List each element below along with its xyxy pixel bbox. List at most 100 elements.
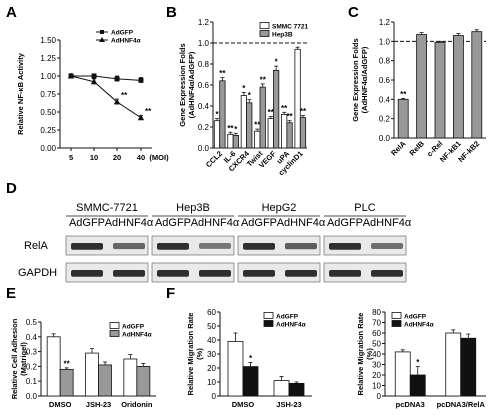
chart-b-significance: *	[242, 84, 246, 93]
chart-b-significance: **	[300, 107, 307, 116]
chart-f-jsh23-y-tick-label: 0	[212, 392, 217, 401]
blot-band	[157, 270, 189, 277]
chart-f-rela-bar	[445, 332, 462, 397]
chart-b-bar	[267, 118, 274, 149]
blot-membrane-strip	[323, 235, 407, 256]
chart-e-category-label: Oridonin	[121, 400, 153, 409]
chart-f-jsh23-y-tick-label: 10	[207, 378, 216, 387]
chart-a-point	[91, 73, 97, 79]
chart-b-bar	[259, 86, 266, 149]
chart-f-jsh23-bar	[242, 366, 259, 397]
chart-e-category-label: JSH-23	[86, 400, 111, 409]
chart-a-nfkb-activity: 0.00 0.25 0.50 0.75 1.00 1.25 1.50 Relative NF-…	[16, 30, 169, 163]
chart-b-significance: *	[275, 58, 279, 67]
chart-a-x-tick-label: 5	[69, 153, 73, 162]
blot-cell-line-label: SMMC-7721	[76, 202, 138, 214]
chart-f-rela-y-tick-label: 80	[372, 308, 381, 317]
chart-b-significance: **	[219, 69, 226, 78]
chart-c-category-label: RelB	[408, 139, 427, 158]
chart-b-y-label-sub: (AdHNF4α/AdGFP)	[187, 51, 196, 118]
chart-f-rela-y-tick-label: 20	[372, 371, 381, 380]
blot-membrane-strip	[237, 262, 321, 283]
chart-a-legend-entry: AdGFP	[111, 30, 134, 37]
chart-b-bar	[286, 122, 293, 149]
blot-row-label: RelA	[24, 240, 49, 252]
chart-f-jsh23-bar	[288, 382, 305, 397]
chart-c-category-label: RelA	[389, 139, 408, 158]
chart-e-legend-entry: AdHNF4α	[122, 332, 152, 339]
chart-f-migration-jsh23: 0 10 20 30 40 50 60 Relative Migration Rate (%) *…	[186, 308, 312, 409]
chart-e-y-tick-label: 0.1	[26, 377, 38, 386]
chart-a-series-line	[70, 75, 142, 119]
chart-f-rela-legend-swatch	[391, 312, 402, 319]
chart-c-significance: **	[400, 90, 407, 99]
chart-f-rela-y-tick-label: 40	[372, 350, 381, 359]
blot-lane-label: AdGFP	[155, 217, 191, 229]
chart-c-bar	[471, 31, 483, 139]
chart-f-jsh23-y-tick-label: 20	[207, 364, 216, 373]
chart-a-significance: **	[121, 91, 128, 100]
chart-f-rela-category-label: pcDNA3	[396, 400, 425, 409]
chart-e-bar	[85, 352, 99, 397]
blot-membrane-strip	[323, 262, 407, 283]
blot-band	[199, 270, 231, 277]
chart-a-significance: **	[145, 107, 152, 116]
chart-b-bar	[213, 120, 221, 149]
chart-a-y-tick-label: 0.75	[40, 90, 56, 99]
chart-b-y-tick-label: 1.2	[198, 18, 210, 27]
chart-f-rela-category-label: pcDNA3/RelA	[437, 400, 486, 409]
chart-a-point	[113, 98, 121, 105]
blot-band	[243, 243, 275, 250]
chart-f-jsh23-significance: *	[249, 354, 253, 363]
chart-f-jsh23-category-label: DMSO	[232, 400, 255, 409]
panel-label-b: B	[166, 4, 177, 21]
chart-b-significance: **	[227, 124, 234, 133]
chart-e-y-tick-label: 0.2	[26, 362, 38, 371]
blot-band	[371, 270, 403, 277]
chart-f-rela-legend-entry: AdGFP	[404, 314, 427, 321]
chart-c-y-tick-label: 1.2	[379, 18, 391, 27]
chart-b-bar	[254, 130, 261, 149]
chart-b-legend-entry: SMMC 7721	[272, 24, 309, 31]
chart-a-point	[90, 78, 98, 85]
chart-c-bar	[416, 34, 428, 139]
chart-f-jsh23-legend-entry: AdGFP	[276, 314, 299, 321]
chart-f-rela-y-tick-label: 60	[372, 329, 381, 338]
chart-b-gene-expression: 0.0 0.2 0.4 0.6 0.8 1.0 1.2 Gene Expression Fol…	[178, 18, 309, 177]
chart-b-bar	[299, 117, 307, 149]
blot-lane-label: AdGFP	[241, 217, 277, 229]
chart-e-y-label-sub: (Matrigel)	[19, 342, 28, 376]
blot-band	[371, 243, 403, 249]
chart-a-point	[138, 77, 144, 83]
chart-f-jsh23-legend-swatch	[263, 320, 274, 327]
chart-f-jsh23-legend-swatch	[263, 312, 274, 319]
chart-b-y-tick-label: 0.8	[198, 60, 210, 69]
chart-b-significance: *	[234, 125, 238, 134]
chart-e-bar	[98, 364, 112, 397]
chart-b-y-tick-label: 0.6	[198, 81, 210, 90]
chart-a-point	[114, 76, 120, 82]
chart-a-y-tick-label: 0.50	[40, 108, 56, 117]
panel-label-a: A	[6, 4, 17, 21]
blot-membrane-strip	[151, 235, 235, 256]
panel-label-e: E	[6, 285, 16, 302]
chart-f-rela-bar	[394, 351, 411, 397]
blot-band	[285, 243, 317, 250]
chart-e-significance: **	[64, 359, 71, 368]
chart-a-point	[67, 72, 75, 79]
blot-band	[71, 270, 103, 277]
chart-f-rela-legend-entry: AdHNF4α	[404, 322, 434, 329]
chart-e-y-tick-label: 0.5	[26, 318, 38, 327]
chart-f-rela-y-tick-label: 10	[372, 382, 381, 391]
chart-f-jsh23-bar	[227, 340, 244, 397]
chart-f-rela-bar	[409, 374, 426, 397]
chart-f-jsh23-y-tick-label: 40	[207, 336, 216, 345]
chart-a-series-line	[71, 75, 141, 81]
blot-membrane-strip	[237, 235, 321, 256]
chart-f-jsh23-category-label: JSH-23	[276, 400, 301, 409]
chart-c-y-label: Gene Expression Folds	[351, 38, 360, 121]
chart-c-y-label-sub: (AdHNF4α/AdGFP)	[360, 46, 369, 113]
chart-c-bar	[452, 35, 464, 139]
